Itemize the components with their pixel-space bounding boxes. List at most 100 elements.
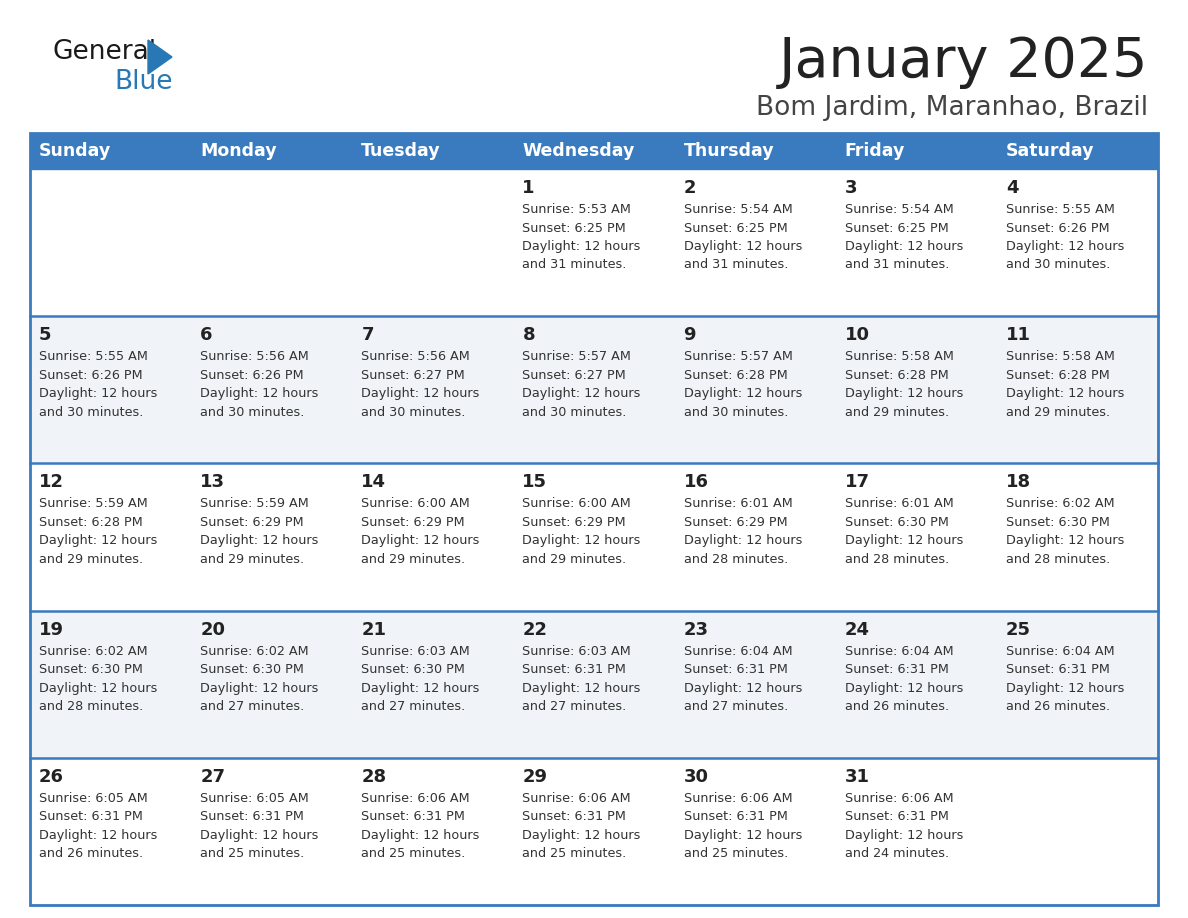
Text: Saturday: Saturday [1006,142,1094,160]
Text: 13: 13 [200,474,226,491]
Text: 30: 30 [683,767,708,786]
Text: 19: 19 [39,621,64,639]
Bar [513,133,675,169]
Text: Daylight: 12 hours: Daylight: 12 hours [523,240,640,253]
Text: Sunrise: 6:03 AM: Sunrise: 6:03 AM [523,644,631,657]
Text: Wednesday: Wednesday [523,142,634,160]
Text: Daylight: 12 hours: Daylight: 12 hours [523,829,640,842]
Text: 2: 2 [683,179,696,197]
Text: and 31 minutes.: and 31 minutes. [523,259,627,272]
Text: Daylight: 12 hours: Daylight: 12 hours [1006,387,1124,400]
Text: Sunset: 6:26 PM: Sunset: 6:26 PM [39,369,143,382]
Text: Daylight: 12 hours: Daylight: 12 hours [200,534,318,547]
Text: and 31 minutes.: and 31 minutes. [683,259,788,272]
Text: Sunrise: 5:53 AM: Sunrise: 5:53 AM [523,203,631,216]
Bar [30,133,191,169]
Text: Sunrise: 6:04 AM: Sunrise: 6:04 AM [845,644,953,657]
Text: Sunset: 6:31 PM: Sunset: 6:31 PM [683,811,788,823]
Text: Sunrise: 5:55 AM: Sunrise: 5:55 AM [39,350,147,364]
Text: Daylight: 12 hours: Daylight: 12 hours [683,681,802,695]
Text: and 29 minutes.: and 29 minutes. [1006,406,1110,419]
Text: Sunset: 6:30 PM: Sunset: 6:30 PM [1006,516,1110,529]
Bar [30,133,1158,905]
Text: Daylight: 12 hours: Daylight: 12 hours [523,534,640,547]
Text: 9: 9 [683,326,696,344]
Text: and 25 minutes.: and 25 minutes. [200,847,304,860]
Text: and 30 minutes.: and 30 minutes. [200,406,304,419]
Text: 24: 24 [845,621,870,639]
Text: 23: 23 [683,621,708,639]
Text: and 24 minutes.: and 24 minutes. [845,847,949,860]
Text: 3: 3 [845,179,858,197]
Text: and 27 minutes.: and 27 minutes. [361,700,466,713]
Text: Daylight: 12 hours: Daylight: 12 hours [361,681,480,695]
Text: Sunrise: 6:03 AM: Sunrise: 6:03 AM [361,644,470,657]
Text: Daylight: 12 hours: Daylight: 12 hours [683,534,802,547]
Text: Daylight: 12 hours: Daylight: 12 hours [39,681,157,695]
Text: and 30 minutes.: and 30 minutes. [1006,259,1111,272]
Text: Sunset: 6:26 PM: Sunset: 6:26 PM [1006,221,1110,234]
Text: Sunrise: 6:01 AM: Sunrise: 6:01 AM [845,498,954,510]
Text: and 28 minutes.: and 28 minutes. [1006,553,1110,565]
Text: 11: 11 [1006,326,1031,344]
Text: Sunrise: 6:04 AM: Sunrise: 6:04 AM [1006,644,1114,657]
Text: and 30 minutes.: and 30 minutes. [523,406,627,419]
Text: Sunset: 6:31 PM: Sunset: 6:31 PM [523,663,626,676]
Bar [30,610,1158,757]
Text: Sunrise: 5:54 AM: Sunrise: 5:54 AM [683,203,792,216]
Text: Sunrise: 6:02 AM: Sunrise: 6:02 AM [1006,498,1114,510]
Text: Sunrise: 6:05 AM: Sunrise: 6:05 AM [39,792,147,805]
Text: and 28 minutes.: and 28 minutes. [845,553,949,565]
Text: Daylight: 12 hours: Daylight: 12 hours [683,387,802,400]
Text: Sunrise: 6:06 AM: Sunrise: 6:06 AM [523,792,631,805]
Text: Sunset: 6:31 PM: Sunset: 6:31 PM [361,811,466,823]
Text: Sunset: 6:31 PM: Sunset: 6:31 PM [39,811,143,823]
Text: Daylight: 12 hours: Daylight: 12 hours [200,387,318,400]
Text: Sunset: 6:25 PM: Sunset: 6:25 PM [845,221,948,234]
Text: Sunset: 6:31 PM: Sunset: 6:31 PM [845,811,948,823]
Text: 26: 26 [39,767,64,786]
Text: and 25 minutes.: and 25 minutes. [361,847,466,860]
Text: Daylight: 12 hours: Daylight: 12 hours [683,829,802,842]
Text: Daylight: 12 hours: Daylight: 12 hours [683,240,802,253]
Text: Daylight: 12 hours: Daylight: 12 hours [523,681,640,695]
Text: and 27 minutes.: and 27 minutes. [683,700,788,713]
Text: Daylight: 12 hours: Daylight: 12 hours [1006,240,1124,253]
Text: Sunset: 6:30 PM: Sunset: 6:30 PM [39,663,143,676]
Text: Daylight: 12 hours: Daylight: 12 hours [200,829,318,842]
Text: Sunset: 6:31 PM: Sunset: 6:31 PM [200,811,304,823]
Text: 5: 5 [39,326,51,344]
Text: 15: 15 [523,474,548,491]
Text: and 30 minutes.: and 30 minutes. [39,406,144,419]
Text: 4: 4 [1006,179,1018,197]
Text: and 26 minutes.: and 26 minutes. [1006,700,1110,713]
Text: Sunset: 6:31 PM: Sunset: 6:31 PM [1006,663,1110,676]
Text: Thursday: Thursday [683,142,775,160]
Text: Sunset: 6:29 PM: Sunset: 6:29 PM [523,516,626,529]
Text: Sunrise: 5:58 AM: Sunrise: 5:58 AM [845,350,954,364]
Text: Daylight: 12 hours: Daylight: 12 hours [39,829,157,842]
Text: 7: 7 [361,326,374,344]
Text: Daylight: 12 hours: Daylight: 12 hours [361,829,480,842]
Text: and 30 minutes.: and 30 minutes. [683,406,788,419]
Text: Sunrise: 5:56 AM: Sunrise: 5:56 AM [200,350,309,364]
Text: Sunset: 6:28 PM: Sunset: 6:28 PM [39,516,143,529]
Text: 18: 18 [1006,474,1031,491]
Text: Sunset: 6:31 PM: Sunset: 6:31 PM [845,663,948,676]
Text: Daylight: 12 hours: Daylight: 12 hours [845,387,963,400]
Text: Sunset: 6:30 PM: Sunset: 6:30 PM [200,663,304,676]
Text: 1: 1 [523,179,535,197]
Text: 12: 12 [39,474,64,491]
Text: Daylight: 12 hours: Daylight: 12 hours [845,240,963,253]
Text: and 29 minutes.: and 29 minutes. [523,553,626,565]
Text: Sunrise: 5:55 AM: Sunrise: 5:55 AM [1006,203,1114,216]
Text: Sunset: 6:30 PM: Sunset: 6:30 PM [361,663,466,676]
Text: and 27 minutes.: and 27 minutes. [523,700,627,713]
Text: Sunday: Sunday [39,142,112,160]
Text: and 28 minutes.: and 28 minutes. [683,553,788,565]
Text: Daylight: 12 hours: Daylight: 12 hours [523,387,640,400]
Text: Bom Jardim, Maranhao, Brazil: Bom Jardim, Maranhao, Brazil [756,95,1148,121]
Text: and 29 minutes.: and 29 minutes. [845,406,949,419]
Text: Sunset: 6:28 PM: Sunset: 6:28 PM [845,369,948,382]
Text: and 29 minutes.: and 29 minutes. [39,553,143,565]
